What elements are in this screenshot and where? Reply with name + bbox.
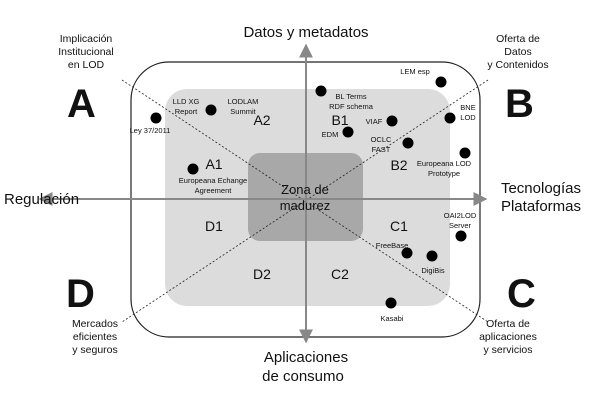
corner-c-text-1: Oferta de xyxy=(486,318,530,330)
point-label: BL Terms xyxy=(335,92,367,101)
marker-dot xyxy=(401,247,413,259)
point-label: LLD XG xyxy=(173,97,200,106)
marker-dot xyxy=(386,115,398,127)
corner-a-text-3: en LOD xyxy=(68,59,105,71)
point-lodlam: LODLAM Summit xyxy=(205,97,259,116)
point-label: Report xyxy=(175,107,198,116)
point-label: LODLAM xyxy=(228,97,259,106)
point-label: Ley 37/2011 xyxy=(130,126,171,135)
marker-dot xyxy=(187,163,199,175)
point-lem: LEM esp xyxy=(400,67,447,88)
marker-dot xyxy=(205,104,217,116)
marker-dot xyxy=(426,250,438,262)
center-label-line2: madurez xyxy=(280,198,331,213)
corner-d-text-1: Mercados xyxy=(72,318,118,330)
point-label: Agreement xyxy=(195,186,233,195)
point-label: OCLC xyxy=(371,135,392,144)
point-label: Prototype xyxy=(428,169,460,178)
zone-c1: C1 xyxy=(390,218,408,234)
corner-letter-b: B xyxy=(505,82,534,126)
marker-dot xyxy=(444,112,456,124)
axis-left-label: Regulación xyxy=(4,191,79,208)
marker-dot xyxy=(385,297,397,309)
corner-d-text-2: eficientes xyxy=(73,331,117,343)
point-oai: OAI2LOD Server xyxy=(444,211,477,242)
corner-c-text-3: y servicios xyxy=(483,344,532,356)
point-label: Kasabi xyxy=(381,314,404,323)
corner-b-text-3: y Contenidos xyxy=(487,59,548,71)
zone-d1: D1 xyxy=(205,218,223,234)
corner-b-text-2: Datos xyxy=(504,46,531,58)
corner-c-text-2: aplicaciones xyxy=(479,331,537,343)
point-ley: Ley 37/2011 xyxy=(130,112,171,135)
corner-b-text-1: Oferta de xyxy=(496,33,540,45)
corner-a-text-1: Implicación xyxy=(60,33,113,45)
point-label: RDF schema xyxy=(329,102,374,111)
point-label: OAI2LOD xyxy=(444,211,477,220)
point-label: Summit xyxy=(230,107,256,116)
point-oclc: OCLC FAST xyxy=(371,135,414,154)
axis-top-label: Datos y metadatos xyxy=(243,24,368,41)
zone-d2: D2 xyxy=(253,266,271,282)
corner-letter-c: C xyxy=(507,272,536,316)
diagonal-a-c xyxy=(121,79,489,323)
corner-letter-a: A xyxy=(67,82,96,126)
marker-dot xyxy=(150,112,162,124)
zone-a2: A2 xyxy=(253,112,270,128)
point-eurolod: Europeana LOD Prototype xyxy=(417,147,472,178)
zone-b2: B2 xyxy=(390,157,407,173)
marker-dot xyxy=(402,137,414,149)
point-europex: Europeana Echange Agreement xyxy=(179,163,247,195)
point-freebase: FreeBase xyxy=(376,241,413,259)
point-label: Server xyxy=(449,221,472,230)
point-label: DigiBis xyxy=(421,266,445,275)
diagonal-b-d xyxy=(121,79,489,323)
point-label: VIAF xyxy=(366,117,383,126)
marker-dot xyxy=(459,147,471,159)
point-viaf: VIAF xyxy=(366,115,398,127)
point-digibis: DigiBis xyxy=(421,250,445,275)
zone-a1: A1 xyxy=(205,156,222,172)
point-lldxg: LLD XG Report xyxy=(173,97,200,116)
point-label: Europeana Echange xyxy=(179,176,247,185)
axis-bottom-label-line1: Aplicaciones xyxy=(264,349,348,366)
zone-c2: C2 xyxy=(331,266,349,282)
point-label: LEM esp xyxy=(400,67,430,76)
zone-b1: B1 xyxy=(331,112,348,128)
axis-right-label-line2: Plataformas xyxy=(501,198,581,215)
point-label: LOD xyxy=(460,113,476,122)
marker-dot xyxy=(455,230,467,242)
point-label: Europeana LOD xyxy=(417,159,472,168)
corner-letter-d: D xyxy=(66,272,95,316)
point-label: BNE xyxy=(460,103,475,112)
marker-dot xyxy=(315,85,327,97)
point-label: FreeBase xyxy=(376,241,409,250)
point-label: FAST xyxy=(372,145,391,154)
point-bl: BL Terms RDF schema xyxy=(315,85,374,111)
point-edm: EDM xyxy=(322,126,354,139)
point-kasabi: Kasabi xyxy=(381,297,404,323)
axis-right-label-line1: Tecnologías xyxy=(501,180,581,197)
corner-a-text-2: Institucional xyxy=(58,46,113,58)
point-bne: BNE LOD xyxy=(444,103,476,124)
axis-bottom-label-line2: de consumo xyxy=(262,368,344,385)
corner-d-text-3: y seguros xyxy=(72,344,118,356)
marker-dot xyxy=(342,126,354,138)
point-label: EDM xyxy=(322,130,339,139)
marker-dot xyxy=(435,76,447,88)
center-label-line1: Zona de xyxy=(281,182,329,197)
